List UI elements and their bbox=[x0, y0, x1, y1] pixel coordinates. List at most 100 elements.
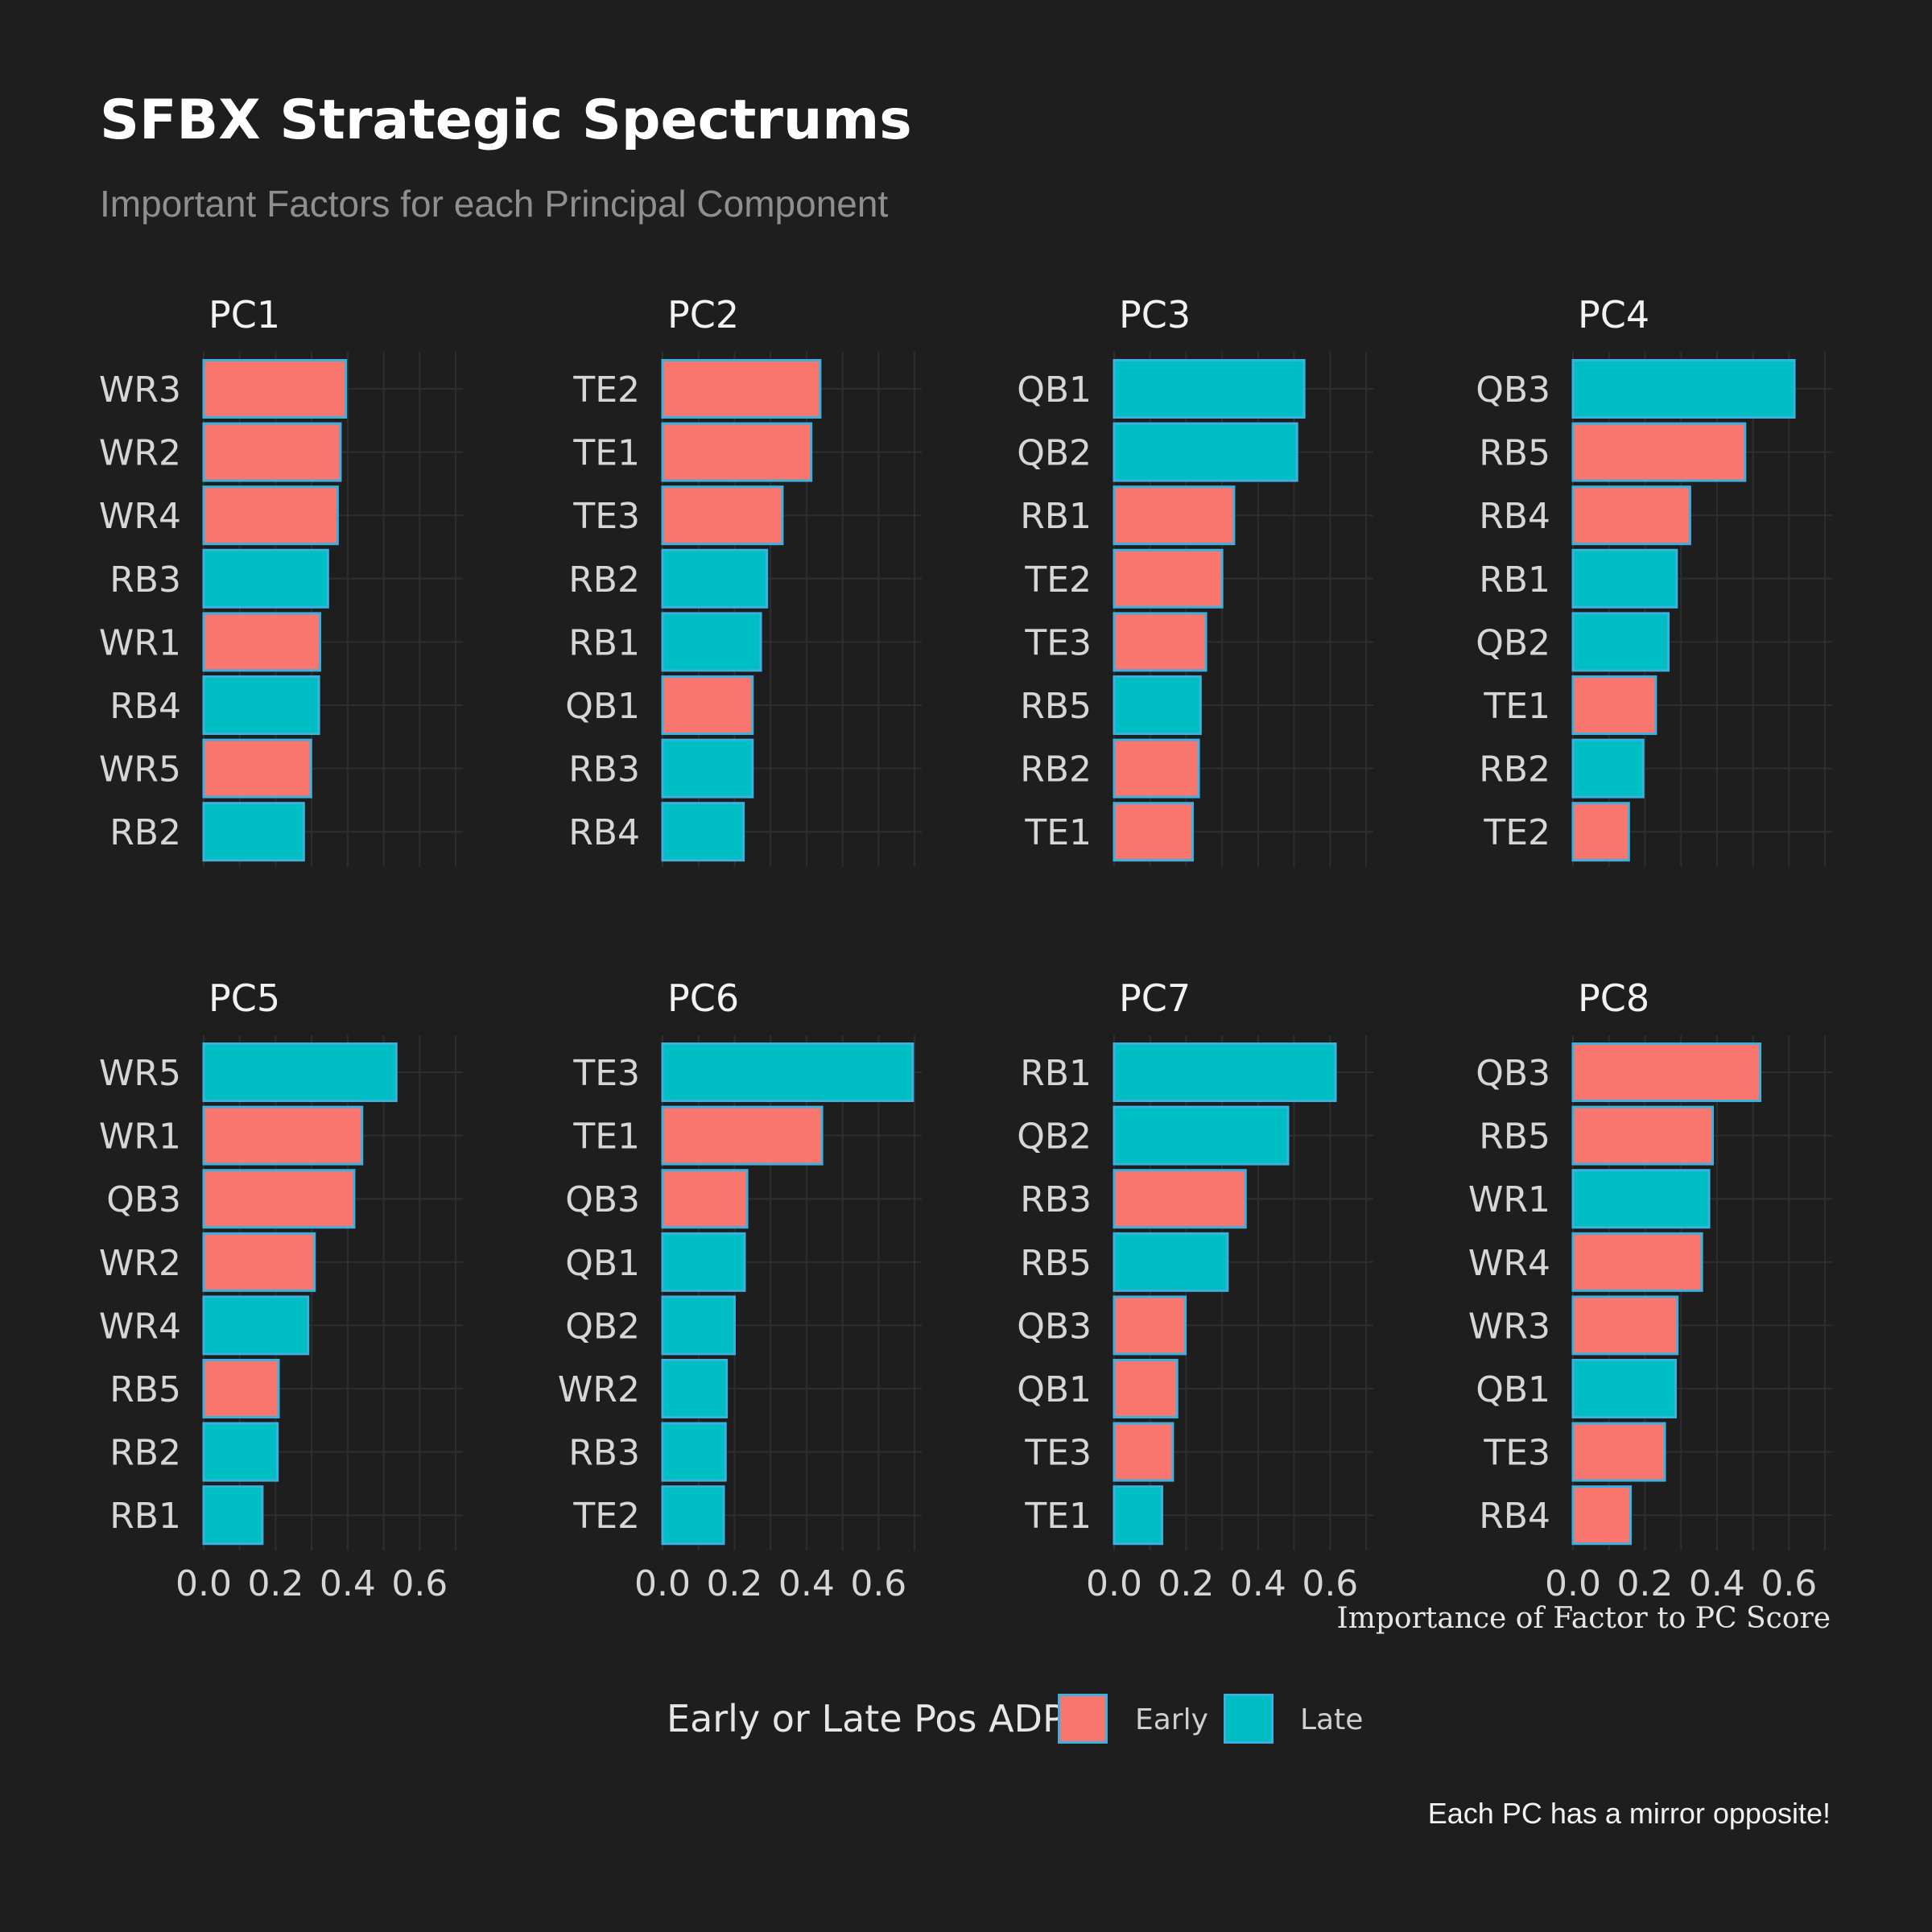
category-label: RB4 bbox=[109, 686, 181, 727]
bar-pc3-te3 bbox=[1113, 612, 1208, 672]
x-tick-label: 0.2 bbox=[247, 1563, 303, 1604]
category-label: QB3 bbox=[565, 1179, 640, 1220]
category-label: TE1 bbox=[1483, 686, 1550, 727]
category-label: RB1 bbox=[1020, 1053, 1092, 1094]
category-label: WR3 bbox=[99, 369, 181, 411]
category-label: RB5 bbox=[1479, 433, 1550, 474]
category-label: RB2 bbox=[109, 812, 181, 853]
panel-pc7: PC7 RB1 QB2 RB3 RB5 QB3 QB1 TE3 TE1 0.0 0.2 0.4 0.6 bbox=[1017, 976, 1373, 1604]
bar-pc5-rb1 bbox=[202, 1485, 264, 1546]
bar-pc7-rb1 bbox=[1113, 1042, 1337, 1102]
bar-pc3-rb5 bbox=[1113, 675, 1202, 735]
bar-pc2-rb3 bbox=[661, 738, 754, 799]
category-label: WR1 bbox=[99, 622, 181, 663]
category-label: RB1 bbox=[568, 622, 640, 663]
category-label: WR2 bbox=[99, 433, 181, 474]
panel-title: PC6 bbox=[667, 976, 739, 1020]
chart-title: SFBX Strategic Spectrums bbox=[100, 89, 912, 152]
panel-pc8: PC8 QB3 RB5 WR1 WR4 WR3 QB1 TE3 RB4 0.0 0.2 0.4 0.6 bbox=[1468, 976, 1832, 1604]
panel-pc2: PC2 TE2 TE1 TE3 RB2 RB1 QB1 RB3 RB4 bbox=[565, 293, 922, 867]
x-tick-label: 0.0 bbox=[175, 1563, 232, 1604]
category-label: TE3 bbox=[1483, 1433, 1550, 1474]
bar-pc3-te2 bbox=[1113, 548, 1224, 609]
bar-pc2-te2 bbox=[661, 359, 822, 419]
category-label: WR2 bbox=[99, 1243, 181, 1284]
category-label: TE3 bbox=[572, 496, 640, 537]
category-label: RB2 bbox=[1020, 749, 1092, 791]
bar-pc5-rb2 bbox=[202, 1422, 279, 1482]
category-label: WR1 bbox=[99, 1117, 181, 1158]
x-tick-label: 0.2 bbox=[1158, 1563, 1214, 1604]
bar-pc1-wr4 bbox=[202, 485, 339, 546]
category-label: WR1 bbox=[1468, 1179, 1550, 1220]
category-label: RB1 bbox=[109, 1496, 181, 1537]
panel-pc3: PC3 QB1 QB2 RB1 TE2 TE3 RB5 RB2 TE1 bbox=[1017, 293, 1373, 867]
bar-pc7-te3 bbox=[1113, 1422, 1174, 1482]
bar-pc2-te3 bbox=[661, 485, 784, 546]
category-label: QB1 bbox=[1017, 369, 1092, 411]
bar-pc1-wr5 bbox=[202, 738, 312, 799]
category-label: TE3 bbox=[1024, 1433, 1092, 1474]
legend-title: Early or Late Pos ADP bbox=[667, 1697, 1065, 1740]
category-label: QB1 bbox=[1017, 1369, 1092, 1410]
panel-title: PC5 bbox=[208, 976, 280, 1020]
category-label: QB2 bbox=[565, 1306, 640, 1347]
bar-pc1-wr1 bbox=[202, 612, 321, 672]
category-label: QB3 bbox=[1476, 369, 1550, 411]
bar-pc8-rb4 bbox=[1571, 1485, 1633, 1546]
category-label: RB3 bbox=[568, 749, 640, 791]
category-label: RB3 bbox=[1020, 1179, 1092, 1220]
panel-title: PC3 bbox=[1119, 293, 1191, 336]
category-label: RB5 bbox=[1020, 686, 1092, 727]
bar-pc4-qb3 bbox=[1571, 359, 1796, 419]
bar-pc5-wr1 bbox=[202, 1105, 364, 1166]
bar-pc3-te1 bbox=[1113, 802, 1194, 862]
bar-pc8-wr3 bbox=[1571, 1295, 1679, 1356]
bar-pc5-wr4 bbox=[202, 1295, 310, 1356]
bar-pc1-rb4 bbox=[202, 675, 320, 735]
category-label: WR4 bbox=[99, 496, 181, 537]
category-label: WR4 bbox=[1468, 1243, 1550, 1284]
x-tick-label: 0.2 bbox=[706, 1563, 762, 1604]
panel-title: PC2 bbox=[667, 293, 739, 336]
category-label: WR5 bbox=[99, 1053, 181, 1094]
bar-pc7-te1 bbox=[1113, 1485, 1163, 1546]
category-label: QB1 bbox=[1476, 1369, 1550, 1410]
category-label: TE2 bbox=[572, 369, 640, 411]
category-label: TE2 bbox=[572, 1496, 640, 1537]
x-tick-label: 0.0 bbox=[1545, 1563, 1601, 1604]
bar-pc7-qb2 bbox=[1113, 1105, 1290, 1166]
category-label: RB4 bbox=[568, 812, 640, 853]
category-label: QB2 bbox=[1017, 1117, 1092, 1158]
bar-pc1-wr3 bbox=[202, 359, 348, 419]
category-label: RB4 bbox=[1479, 496, 1550, 537]
bar-pc5-wr5 bbox=[202, 1042, 398, 1102]
bar-pc3-rb1 bbox=[1113, 485, 1236, 546]
category-label: WR2 bbox=[558, 1369, 640, 1410]
category-label: QB3 bbox=[1476, 1053, 1550, 1094]
category-label: TE3 bbox=[572, 1053, 640, 1094]
panel-title: PC4 bbox=[1578, 293, 1649, 336]
x-tick-label: 0.6 bbox=[1761, 1563, 1817, 1604]
bar-pc6-qb2 bbox=[661, 1295, 736, 1356]
category-label: RB5 bbox=[109, 1369, 181, 1410]
x-tick-label: 0.6 bbox=[1302, 1563, 1358, 1604]
x-tick-label: 0.0 bbox=[1086, 1563, 1142, 1604]
bar-pc4-rb2 bbox=[1571, 738, 1645, 799]
chart-subtitle: Important Factors for each Principal Com… bbox=[100, 183, 889, 225]
bar-pc4-te2 bbox=[1571, 802, 1630, 862]
bar-pc1-rb2 bbox=[202, 802, 305, 862]
bar-pc3-qb2 bbox=[1113, 422, 1298, 482]
category-label: RB4 bbox=[1479, 1496, 1550, 1537]
category-label: RB1 bbox=[1479, 559, 1550, 601]
bar-pc3-rb2 bbox=[1113, 738, 1200, 799]
category-label: RB2 bbox=[109, 1433, 181, 1474]
category-label: TE1 bbox=[572, 433, 640, 474]
bar-pc6-te2 bbox=[661, 1485, 725, 1546]
x-tick-label: 0.4 bbox=[778, 1563, 835, 1604]
bar-pc6-wr2 bbox=[661, 1359, 729, 1418]
category-label: TE1 bbox=[1024, 1496, 1092, 1537]
x-tick-label: 0.4 bbox=[1230, 1563, 1286, 1604]
legend: Early or Late Pos ADP Early Late bbox=[0, 1687, 1932, 1755]
bar-pc5-wr2 bbox=[202, 1232, 316, 1292]
